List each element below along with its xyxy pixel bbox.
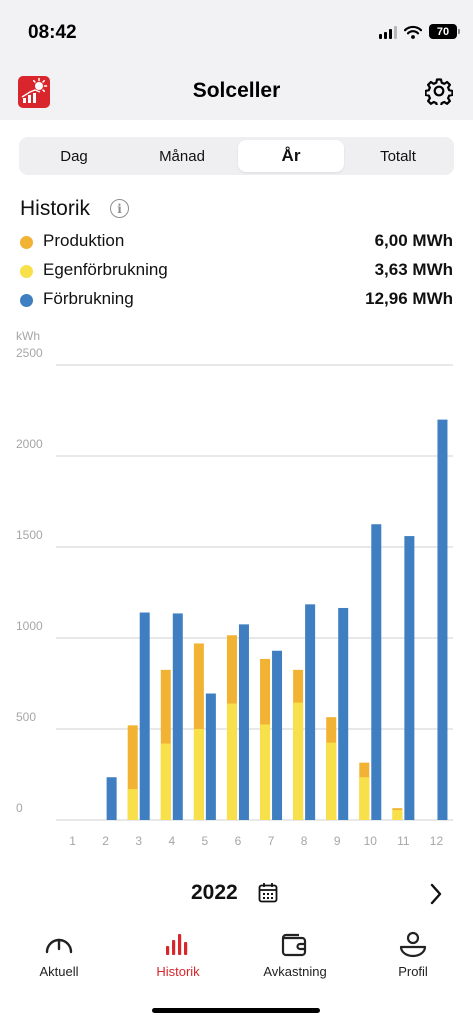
y-tick-label: 1000: [16, 619, 43, 633]
self-consumption-bar: [127, 789, 138, 820]
y-axis-unit-label: kWh: [16, 329, 40, 343]
y-tick-label: 2000: [16, 437, 43, 451]
status-bar: 08:42 70: [0, 0, 473, 66]
year-navigation: 2022: [0, 875, 473, 911]
segment-year[interactable]: År: [238, 140, 344, 172]
tab-label: Aktuell: [39, 964, 79, 979]
legend-consumption: Förbrukning 12,96 MWh: [20, 288, 453, 312]
gauge-icon: [45, 938, 73, 954]
legend-value: 12,96 MWh: [365, 289, 453, 308]
year-label: 2022: [191, 881, 238, 904]
x-tick-label: 7: [268, 834, 275, 848]
cellular-signal-icon: [379, 25, 397, 39]
self-consumption-dot-icon: [20, 265, 33, 278]
segment-month[interactable]: Månad: [159, 147, 205, 165]
period-segmented-control: Dag Månad År Totalt: [19, 137, 454, 175]
consumption-bar: [371, 524, 382, 820]
tab-label: Historik: [156, 964, 200, 979]
consumption-bar: [272, 650, 283, 820]
battery-indicator: 70: [429, 24, 460, 39]
x-tick-label: 1: [69, 834, 76, 848]
legend-value: 3,63 MWh: [374, 260, 453, 279]
tab-profil[interactable]: Profil: [358, 930, 468, 990]
info-icon[interactable]: i: [110, 199, 129, 218]
self-consumption-bar: [193, 729, 204, 820]
history-content: Dag Månad År Totalt Historik i Produktio…: [0, 120, 473, 920]
app-header: Solceller: [0, 66, 473, 120]
x-tick-label: 4: [168, 834, 175, 848]
production-dot-icon: [20, 236, 33, 249]
tab-label: Profil: [398, 964, 428, 979]
y-tick-label: 1500: [16, 528, 43, 542]
tab-aktuell[interactable]: Aktuell: [4, 930, 114, 990]
x-tick-label: 2: [102, 834, 109, 848]
history-title: Historik: [20, 197, 91, 220]
consumption-bar: [106, 777, 117, 820]
self-consumption-bar: [359, 777, 370, 820]
calendar-icon[interactable]: [258, 882, 278, 904]
self-consumption-bar: [260, 724, 271, 820]
self-consumption-bar: [226, 703, 237, 820]
segment-total[interactable]: Totalt: [380, 147, 416, 165]
production-bar: [127, 725, 138, 820]
legend-label: Förbrukning: [43, 289, 134, 308]
wallet-icon: [281, 933, 307, 957]
home-indicator: [152, 1008, 320, 1013]
x-tick-label: 12: [430, 834, 444, 848]
bottom-tab-bar: Aktuell Historik Avkastning Profil: [0, 920, 473, 1024]
wifi-icon: [404, 25, 422, 39]
consumption-bar: [404, 536, 415, 820]
consumption-dot-icon: [20, 294, 33, 307]
self-consumption-bar: [392, 809, 403, 820]
consumption-bar: [238, 624, 249, 820]
legend-self-consumption: Egenförbrukning 3,63 MWh: [20, 259, 453, 283]
chevron-right-icon[interactable]: [429, 883, 443, 905]
legend-value: 6,00 MWh: [374, 231, 453, 250]
y-tick-label: 0: [16, 801, 23, 815]
self-consumption-bar: [326, 742, 337, 820]
x-tick-label: 5: [202, 834, 209, 848]
tab-historik[interactable]: Historik: [123, 930, 233, 990]
legend-label: Produktion: [43, 231, 125, 250]
self-consumption-bar: [160, 743, 171, 820]
profile-icon: [399, 931, 427, 958]
x-tick-label: 9: [334, 834, 341, 848]
self-consumption-bar: [293, 702, 304, 820]
x-tick-label: 3: [135, 834, 142, 848]
tab-avkastning[interactable]: Avkastning: [240, 930, 350, 990]
tab-label: Avkastning: [263, 964, 327, 979]
x-tick-label: 10: [364, 834, 378, 848]
x-tick-label: 8: [301, 834, 308, 848]
x-tick-label: 11: [397, 834, 410, 848]
status-time: 08:42: [28, 22, 77, 43]
legend-production: Produktion 6,00 MWh: [20, 230, 453, 254]
solar-app-logo-icon: [18, 76, 50, 108]
legend-label: Egenförbrukning: [43, 260, 168, 279]
consumption-bar: [205, 693, 216, 820]
bar-chart-icon: [166, 934, 188, 955]
y-tick-label: 500: [16, 710, 36, 724]
consumption-bar: [338, 607, 349, 820]
status-icons: 70: [379, 24, 460, 39]
segment-day[interactable]: Dag: [60, 147, 88, 165]
y-tick-label: 2500: [16, 346, 43, 360]
consumption-bar: [139, 612, 150, 820]
gear-icon[interactable]: [424, 77, 454, 108]
x-tick-label: 6: [235, 834, 242, 848]
consumption-bar: [172, 613, 183, 820]
page-title: Solceller: [192, 79, 281, 102]
consumption-bar: [437, 419, 448, 820]
consumption-bar: [305, 604, 316, 820]
